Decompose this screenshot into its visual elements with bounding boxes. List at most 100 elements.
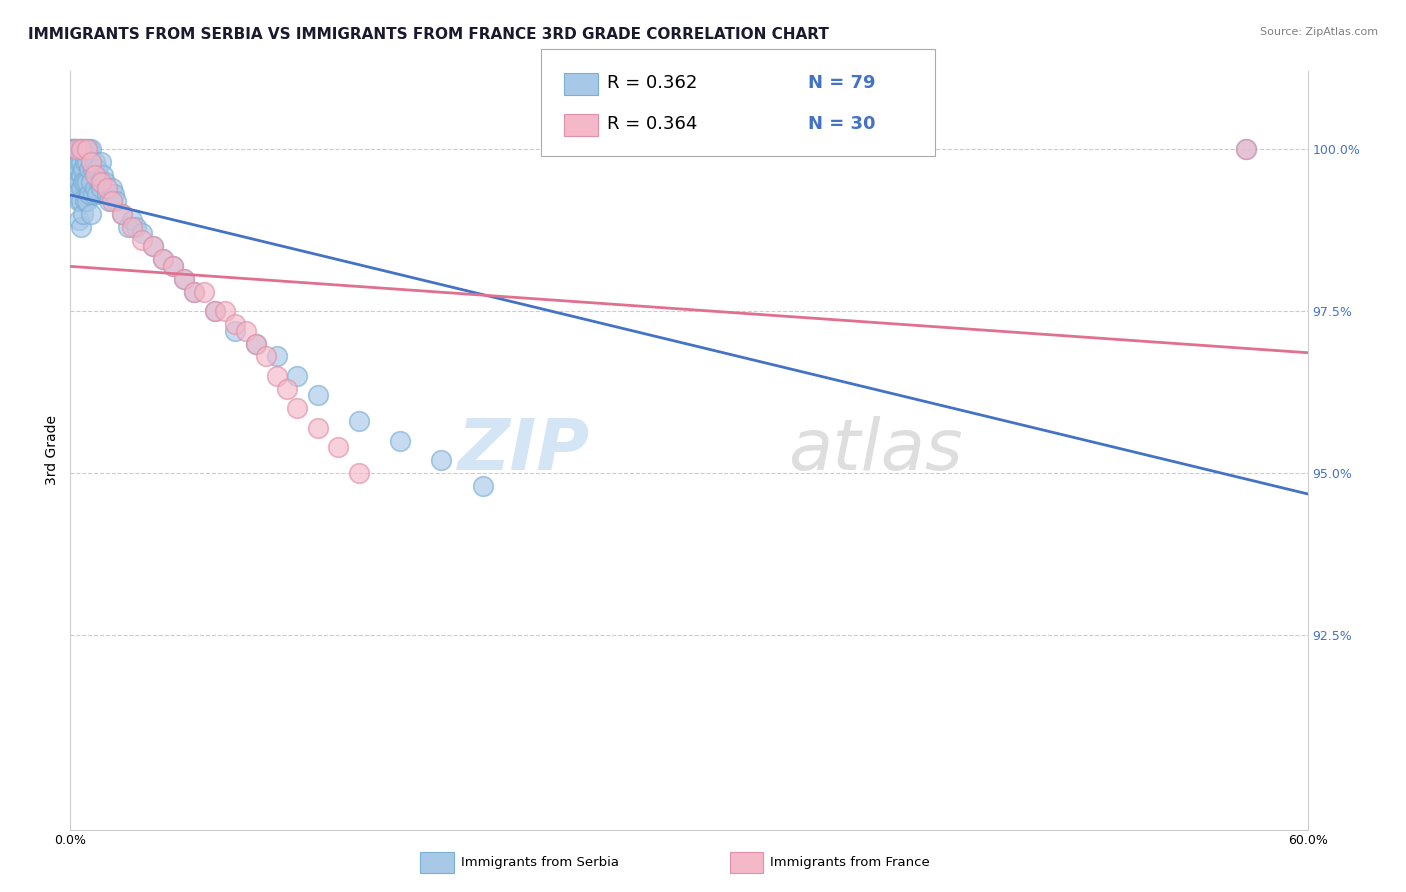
Point xyxy=(96,181,118,195)
Point xyxy=(65,161,87,176)
Point xyxy=(117,219,139,234)
Point xyxy=(82,187,104,202)
Text: atlas: atlas xyxy=(787,416,963,485)
Point xyxy=(276,382,298,396)
Point xyxy=(69,155,91,169)
Point xyxy=(347,414,370,428)
Point xyxy=(72,207,94,221)
Point xyxy=(76,142,98,156)
Point xyxy=(86,161,108,176)
Point xyxy=(67,155,90,169)
Point xyxy=(63,142,86,156)
Text: Source: ZipAtlas.com: Source: ZipAtlas.com xyxy=(1260,27,1378,37)
Point xyxy=(80,175,103,189)
Point xyxy=(69,142,91,156)
Point xyxy=(80,207,103,221)
Point xyxy=(245,336,267,351)
Point xyxy=(65,142,87,156)
Point xyxy=(125,219,148,234)
Point xyxy=(73,155,96,169)
Point xyxy=(67,194,90,208)
Point xyxy=(77,142,100,156)
Point xyxy=(266,350,288,364)
Point xyxy=(73,175,96,189)
Point xyxy=(131,227,153,241)
Point xyxy=(69,219,91,234)
Point xyxy=(63,142,86,156)
Text: ZIP: ZIP xyxy=(458,416,591,485)
Text: R = 0.364: R = 0.364 xyxy=(607,115,697,133)
Point xyxy=(84,181,107,195)
Point xyxy=(142,239,165,253)
Text: N = 30: N = 30 xyxy=(808,115,876,133)
Point xyxy=(90,155,112,169)
Point xyxy=(121,219,143,234)
Point xyxy=(162,259,184,273)
Point xyxy=(72,161,94,176)
Point xyxy=(63,175,86,189)
Point xyxy=(152,252,174,267)
Point xyxy=(94,175,117,189)
Point xyxy=(347,466,370,480)
Text: N = 79: N = 79 xyxy=(808,74,876,92)
Point xyxy=(76,155,98,169)
Point xyxy=(307,421,329,435)
Point xyxy=(60,142,83,156)
Point xyxy=(90,175,112,189)
Point xyxy=(67,213,90,227)
Y-axis label: 3rd Grade: 3rd Grade xyxy=(45,416,59,485)
Point xyxy=(96,187,118,202)
Point xyxy=(121,213,143,227)
Point xyxy=(77,161,100,176)
Text: Immigrants from Serbia: Immigrants from Serbia xyxy=(461,856,619,869)
Point xyxy=(162,259,184,273)
Point xyxy=(65,142,87,156)
Point xyxy=(131,233,153,247)
Point xyxy=(173,271,195,285)
Point xyxy=(80,142,103,156)
Point xyxy=(76,194,98,208)
Point xyxy=(204,304,226,318)
Point xyxy=(67,142,90,156)
Point xyxy=(266,368,288,383)
Point xyxy=(77,187,100,202)
Point xyxy=(471,479,494,493)
Point xyxy=(65,175,87,189)
Point xyxy=(73,142,96,156)
Point xyxy=(111,207,134,221)
Point xyxy=(152,252,174,267)
Point xyxy=(82,161,104,176)
Point xyxy=(328,440,350,454)
Point xyxy=(285,368,308,383)
Point xyxy=(69,142,91,156)
Point xyxy=(224,324,246,338)
Point xyxy=(142,239,165,253)
Point xyxy=(69,168,91,182)
Point xyxy=(76,142,98,156)
Point xyxy=(204,304,226,318)
Point xyxy=(224,317,246,331)
Point xyxy=(214,304,236,318)
Point xyxy=(84,168,107,182)
Point xyxy=(72,142,94,156)
Point xyxy=(235,324,257,338)
Point xyxy=(183,285,205,299)
Point xyxy=(76,175,98,189)
Point xyxy=(84,155,107,169)
Point xyxy=(60,142,83,156)
Point xyxy=(73,194,96,208)
Point xyxy=(86,187,108,202)
Point xyxy=(67,175,90,189)
Point xyxy=(193,285,215,299)
Point xyxy=(100,194,122,208)
Point xyxy=(1234,142,1257,156)
Point xyxy=(173,271,195,285)
Text: Immigrants from France: Immigrants from France xyxy=(770,856,931,869)
Point xyxy=(183,285,205,299)
Point xyxy=(389,434,412,448)
Point xyxy=(285,401,308,416)
Point xyxy=(69,181,91,195)
Point xyxy=(254,350,277,364)
Point xyxy=(104,194,127,208)
Point xyxy=(65,187,87,202)
